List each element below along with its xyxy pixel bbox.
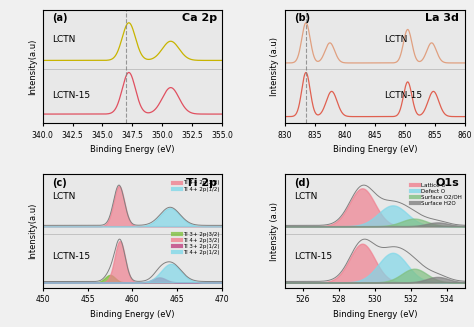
Text: (a): (a): [52, 13, 67, 23]
X-axis label: Binding Energy (eV): Binding Energy (eV): [90, 146, 174, 154]
Text: LCTN: LCTN: [384, 35, 407, 43]
Legend: Ti 3+ 2p(3/2), Ti 4+ 2p(3/2), Ti 3+ 2p(1/2), Ti 4+ 2p(1/2): Ti 3+ 2p(3/2), Ti 4+ 2p(3/2), Ti 3+ 2p(1…: [171, 229, 222, 257]
X-axis label: Binding Energy (eV): Binding Energy (eV): [333, 310, 417, 319]
Text: LCTN-15: LCTN-15: [52, 91, 90, 100]
Text: La 3d: La 3d: [425, 13, 459, 23]
Y-axis label: Intensity (a.u): Intensity (a.u): [271, 37, 280, 96]
Text: Ti 2p: Ti 2p: [186, 178, 217, 188]
Y-axis label: Intensity (a.u): Intensity (a.u): [271, 201, 280, 261]
Text: (c): (c): [52, 178, 66, 188]
X-axis label: Binding Energy (eV): Binding Energy (eV): [90, 310, 174, 319]
Text: LCTN: LCTN: [52, 35, 75, 43]
Text: Ca 2p: Ca 2p: [182, 13, 217, 23]
Y-axis label: Intensity(a.u): Intensity(a.u): [28, 203, 37, 259]
Text: LCTN: LCTN: [52, 192, 75, 201]
Text: LCTN-15: LCTN-15: [52, 252, 90, 261]
Text: (d): (d): [294, 178, 310, 188]
Text: LCTN: LCTN: [294, 192, 318, 201]
X-axis label: Binding Energy (eV): Binding Energy (eV): [333, 146, 417, 154]
Text: O1s: O1s: [436, 178, 459, 188]
Text: LCTN-15: LCTN-15: [384, 91, 422, 100]
Y-axis label: Intensity(a.u): Intensity(a.u): [28, 38, 37, 95]
Text: LCTN-15: LCTN-15: [294, 252, 332, 261]
Legend: Lattice O, Defect O, Surface O2/OH, Surface H2O: Lattice O, Defect O, Surface O2/OH, Surf…: [409, 181, 464, 208]
Text: (b): (b): [294, 13, 310, 23]
